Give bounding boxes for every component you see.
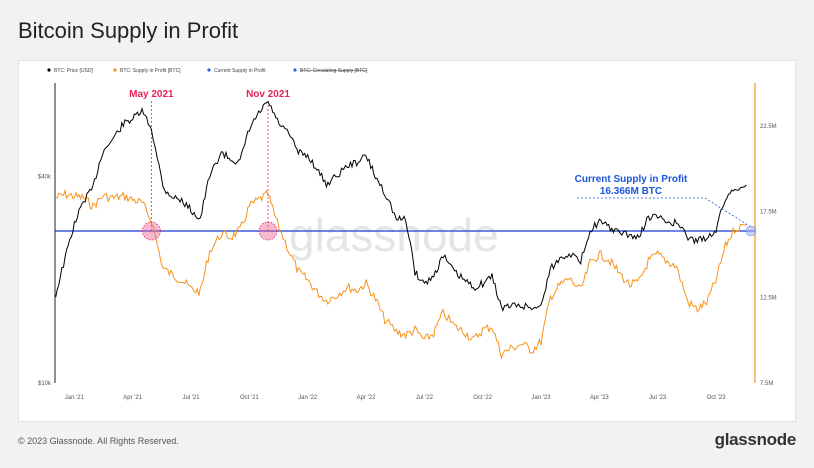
glassnode-logo[interactable]: glassnode [714, 430, 797, 449]
y-right-tick-label: 22.5M [760, 124, 777, 130]
x-tick-label: Oct '23 [707, 395, 726, 401]
x-tick-label: Apr '23 [590, 395, 609, 401]
legend-marker [207, 68, 211, 72]
legend-label: BTC: Supply in Profit [BTC] [120, 68, 181, 74]
btc-price-line [55, 100, 747, 312]
x-tick-label: Apr '21 [123, 395, 142, 401]
watermark: glassnode [289, 209, 499, 261]
y-left-tick-label: $10k [38, 381, 52, 387]
callout-marker [745, 225, 757, 237]
x-tick-label: Jul '21 [182, 395, 200, 401]
callout-value: 16.366M BTC [600, 186, 662, 197]
x-tick-label: Jan '21 [65, 395, 85, 401]
axes: Jan '21 Apr '21 Jul '21 Oct '21 Jan '22 Apr '… [38, 83, 777, 401]
x-tick-label: Jul '23 [649, 395, 667, 401]
x-tick-label: Jul '22 [416, 395, 434, 401]
y-right-tick-label: 7.5M [760, 381, 773, 387]
legend-label: BTC: Price [USD] [54, 68, 94, 74]
chart: BTC: Price [USD] BTC: Supply in Profit [B… [38, 68, 777, 401]
legend-item: BTC: Circulating Supply [BTC] [293, 68, 368, 74]
legend: BTC: Price [USD] BTC: Supply in Profit [B… [47, 68, 368, 74]
crossing-marker [258, 221, 278, 241]
supply-in-profit-line [55, 188, 747, 360]
legend-item: Current Supply in Profit [207, 68, 266, 74]
callout-title: Current Supply in Profit [575, 174, 688, 185]
page-title: Bitcoin Supply in Profit [18, 18, 239, 43]
legend-item: BTC: Supply in Profit [BTC] [113, 68, 181, 74]
y-right-tick-label: 12.5M [760, 295, 777, 301]
markers [141, 221, 278, 241]
legend-marker [47, 68, 51, 72]
legend-label: BTC: Circulating Supply [BTC] [300, 68, 368, 74]
annotation-label: Nov 2021 [246, 89, 290, 100]
legend-marker [293, 68, 297, 72]
annotation-label: May 2021 [129, 89, 174, 100]
x-tick-label: Jan '22 [298, 395, 318, 401]
legend-label: Current Supply in Profit [214, 68, 266, 74]
x-tick-label: Oct '21 [240, 395, 259, 401]
x-tick-label: Oct '22 [473, 395, 492, 401]
legend-item: BTC: Price [USD] [47, 68, 94, 74]
chart-card: BTC: Price [USD] BTC: Supply in Profit [B… [18, 60, 796, 422]
copyright: © 2023 Glassnode. All Rights Reserved. [18, 436, 179, 446]
callout-leader [704, 197, 752, 228]
crossing-marker [141, 221, 161, 241]
x-tick-label: Apr '22 [357, 395, 376, 401]
legend-marker [113, 68, 117, 72]
y-left-tick-label: $40k [38, 175, 52, 181]
annotations: May 2021 Nov 2021 [129, 89, 290, 232]
y-right-tick-label: 17.5M [760, 210, 777, 216]
series [55, 100, 755, 360]
x-tick-label: Jan '23 [531, 395, 551, 401]
